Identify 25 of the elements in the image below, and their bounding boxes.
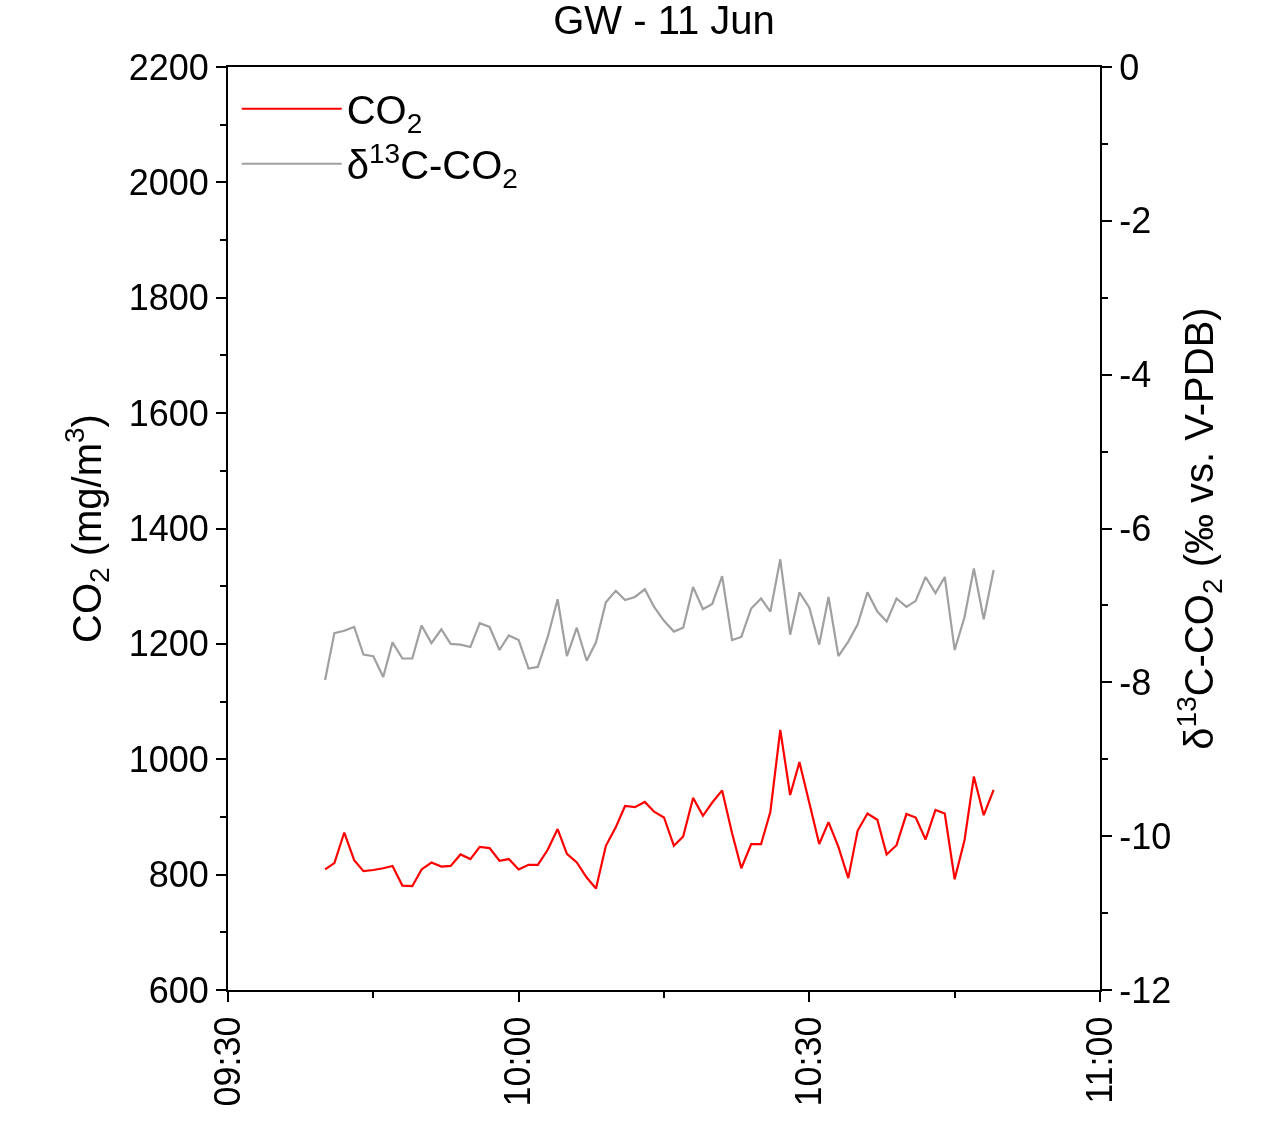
y2-tick-label: -2 (1119, 200, 1152, 242)
y-tick-label: 1400 (128, 508, 209, 550)
y-tick-label: 1600 (128, 392, 209, 434)
x-tick-label: 09:30 (206, 1016, 248, 1107)
y2-tick-label: -12 (1119, 969, 1172, 1011)
line-series (323, 558, 995, 682)
y-tick-label: 2000 (128, 161, 209, 203)
y2-tick-label: -4 (1119, 354, 1152, 396)
y2-tick-label: -6 (1119, 508, 1152, 550)
chart-title: GW - 11 Jun (553, 0, 775, 42)
y-tick-label: 1200 (128, 623, 209, 665)
y-tick-label: 1800 (128, 277, 209, 319)
y2-tick-label: 0 (1119, 46, 1140, 88)
y-tick-label: 1000 (128, 738, 209, 780)
x-tick-label: 10:30 (788, 1016, 830, 1107)
line-series (323, 728, 995, 890)
legend-label: CO$_{2}$ (346, 88, 423, 139)
legend-label: δ$^{13}$C-CO$_{2}$ (346, 137, 518, 194)
y-tick-label: 800 (148, 854, 209, 896)
y2-tick-label: -8 (1119, 661, 1152, 703)
x-tick-label: 10:00 (497, 1016, 539, 1107)
x-tick-label: 11:00 (1078, 1016, 1120, 1104)
y-tick-label: 2200 (128, 46, 209, 88)
y-tick-label: 600 (148, 969, 209, 1011)
y2-tick-label: -10 (1119, 815, 1172, 857)
